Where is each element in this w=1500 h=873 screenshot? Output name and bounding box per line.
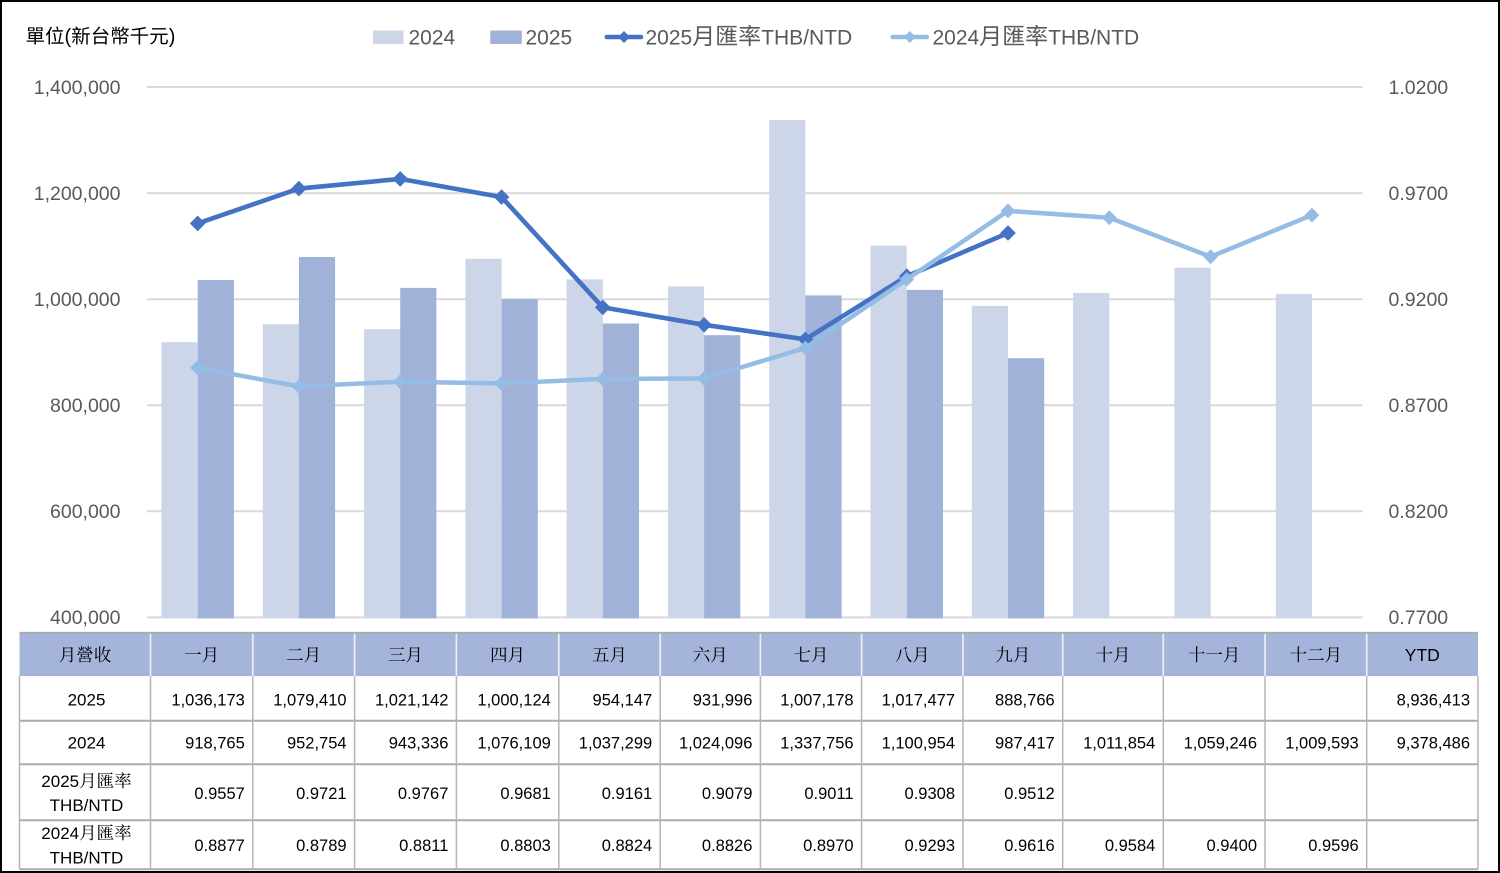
svg-text:0.9767: 0.9767 — [398, 785, 448, 803]
svg-text:0.8803: 0.8803 — [500, 837, 550, 855]
svg-text:THB/NTD: THB/NTD — [761, 26, 852, 49]
svg-text:1,200,000: 1,200,000 — [34, 183, 121, 205]
svg-text:987,417: 987,417 — [995, 734, 1055, 752]
svg-text:2025: 2025 — [41, 772, 79, 791]
svg-text:THB/NTD: THB/NTD — [50, 796, 124, 815]
svg-text:0.9011: 0.9011 — [804, 785, 853, 803]
svg-text:600,000: 600,000 — [50, 501, 121, 523]
svg-text:): ) — [169, 26, 176, 48]
svg-text:943,336: 943,336 — [389, 734, 449, 752]
svg-text:0.8877: 0.8877 — [194, 837, 244, 855]
svg-text:0.8824: 0.8824 — [602, 837, 652, 855]
svg-text:0.9596: 0.9596 — [1308, 837, 1358, 855]
svg-text:0.9721: 0.9721 — [296, 785, 346, 803]
svg-text:2025: 2025 — [68, 691, 106, 710]
svg-text:THB/NTD: THB/NTD — [1048, 26, 1139, 49]
svg-text:0.8789: 0.8789 — [296, 837, 346, 855]
svg-text:0.9700: 0.9700 — [1389, 183, 1449, 205]
svg-text:8,936,413: 8,936,413 — [1397, 692, 1470, 710]
svg-text:2024: 2024 — [68, 733, 106, 752]
svg-text:1,024,096: 1,024,096 — [679, 734, 752, 752]
svg-text:400,000: 400,000 — [50, 607, 121, 629]
svg-text:THB/NTD: THB/NTD — [50, 849, 124, 868]
svg-text:1,021,142: 1,021,142 — [375, 692, 448, 710]
svg-text:0.8970: 0.8970 — [803, 837, 853, 855]
svg-text:2024: 2024 — [41, 824, 79, 843]
svg-text:9,378,486: 9,378,486 — [1397, 734, 1470, 752]
svg-text:0.9616: 0.9616 — [1004, 837, 1054, 855]
svg-text:0.8811: 0.8811 — [399, 837, 448, 855]
svg-text:0.9079: 0.9079 — [702, 785, 752, 803]
svg-text:918,765: 918,765 — [185, 734, 245, 752]
svg-text:2025: 2025 — [526, 26, 573, 49]
svg-text:888,766: 888,766 — [995, 692, 1055, 710]
svg-text:0.7700: 0.7700 — [1389, 607, 1449, 629]
svg-text:1,337,756: 1,337,756 — [780, 734, 853, 752]
svg-text:931,996: 931,996 — [693, 692, 753, 710]
svg-text:1,100,954: 1,100,954 — [882, 734, 955, 752]
svg-text:0.8700: 0.8700 — [1389, 395, 1449, 417]
svg-text:2024: 2024 — [933, 26, 980, 49]
svg-text:1,007,178: 1,007,178 — [780, 692, 853, 710]
svg-text:0.8826: 0.8826 — [702, 837, 752, 855]
svg-text:0.9200: 0.9200 — [1389, 289, 1449, 311]
svg-text:1,036,173: 1,036,173 — [171, 692, 244, 710]
svg-text:1,076,109: 1,076,109 — [477, 734, 550, 752]
svg-text:1,011,854: 1,011,854 — [1083, 734, 1155, 752]
svg-text:0.9400: 0.9400 — [1207, 837, 1257, 855]
svg-text:1,037,299: 1,037,299 — [579, 734, 652, 752]
svg-text:1,400,000: 1,400,000 — [34, 77, 121, 99]
svg-text:952,754: 952,754 — [287, 734, 347, 752]
svg-text:1.0200: 1.0200 — [1389, 77, 1449, 99]
svg-text:1,000,124: 1,000,124 — [477, 692, 550, 710]
svg-text:(: ( — [65, 26, 72, 48]
svg-text:YTD: YTD — [1405, 645, 1440, 665]
svg-text:0.9161: 0.9161 — [602, 785, 652, 803]
svg-text:0.9557: 0.9557 — [194, 785, 244, 803]
svg-text:0.9308: 0.9308 — [905, 785, 955, 803]
svg-text:1,059,246: 1,059,246 — [1184, 734, 1257, 752]
svg-text:2024: 2024 — [409, 26, 456, 49]
svg-text:954,147: 954,147 — [593, 692, 653, 710]
svg-text:1,017,477: 1,017,477 — [882, 692, 955, 710]
svg-text:0.8200: 0.8200 — [1389, 501, 1449, 523]
svg-text:1,009,593: 1,009,593 — [1285, 734, 1358, 752]
svg-text:1,079,410: 1,079,410 — [273, 692, 346, 710]
svg-text:1,000,000: 1,000,000 — [34, 289, 121, 311]
svg-text:0.9681: 0.9681 — [500, 785, 550, 803]
svg-text:0.9512: 0.9512 — [1004, 785, 1054, 803]
svg-text:2025: 2025 — [646, 26, 693, 49]
svg-text:0.9584: 0.9584 — [1105, 837, 1155, 855]
svg-text:800,000: 800,000 — [50, 395, 121, 417]
svg-text:0.9293: 0.9293 — [905, 837, 955, 855]
